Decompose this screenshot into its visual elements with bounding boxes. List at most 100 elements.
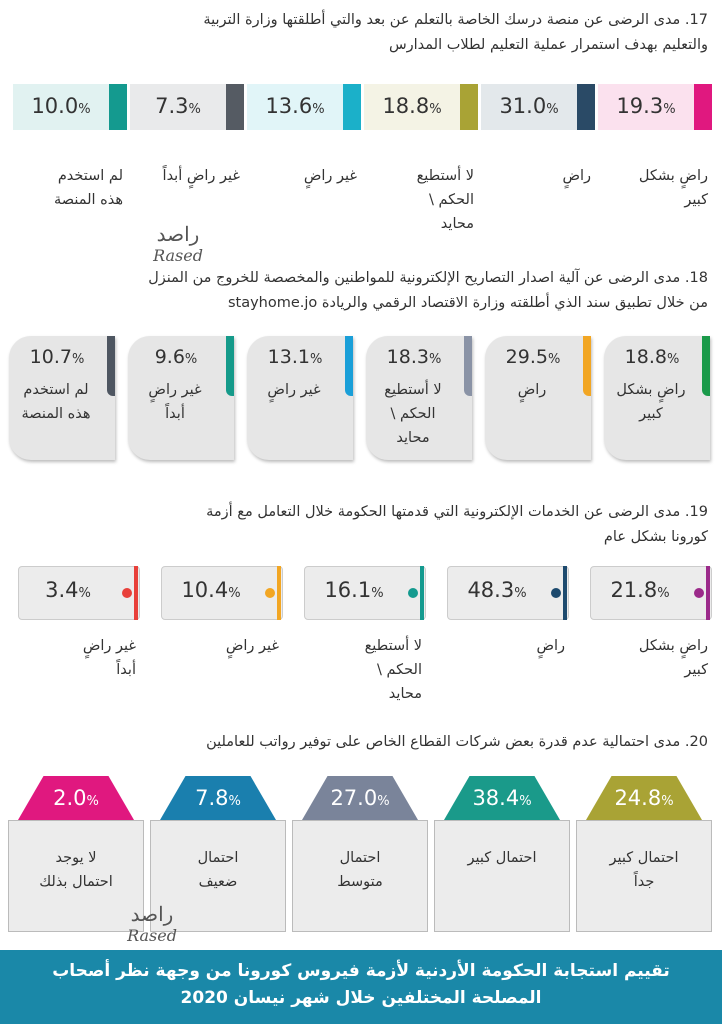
card-strip xyxy=(583,336,591,396)
segment xyxy=(598,84,712,130)
text-line: لا يوجد xyxy=(55,850,97,866)
unit: % xyxy=(86,794,99,809)
label: احتمال كبير xyxy=(434,846,570,870)
unit: % xyxy=(309,352,323,367)
text-line: هذه المنصة xyxy=(21,406,91,422)
text-line: راضٍ بشكل xyxy=(616,382,686,398)
text-line: غير راضٍ xyxy=(267,382,321,398)
box xyxy=(18,566,140,620)
box-bracket xyxy=(559,566,567,620)
value: 13.1 xyxy=(267,346,310,368)
unit: % xyxy=(663,102,676,117)
box-dot xyxy=(408,588,418,598)
percent: 10.7% xyxy=(9,346,105,368)
box-dot xyxy=(551,588,561,598)
text-line: 18. مدى الرضى عن آلية اصدار التصاريح الإ… xyxy=(148,270,708,286)
value: 7.3 xyxy=(155,94,189,118)
unit: % xyxy=(429,102,442,117)
card-strip xyxy=(107,336,115,396)
text-line: كورونا بشكل عام xyxy=(603,529,708,545)
label: لا أستطيع الحكم \ محايد xyxy=(364,164,474,236)
text-line: محايد xyxy=(440,216,474,232)
unit: % xyxy=(78,102,91,117)
segment xyxy=(364,84,478,130)
label: غير راضٍ xyxy=(161,634,279,658)
text-line: احتمال كبير xyxy=(467,850,537,866)
watermark-latin: Rased xyxy=(127,926,177,945)
segment-strip xyxy=(577,84,595,130)
card-strip xyxy=(702,336,710,396)
label: لا أستطيع الحكم \ محايد xyxy=(366,378,460,450)
unit: % xyxy=(661,794,674,809)
card xyxy=(485,336,591,460)
label: راضٍ xyxy=(485,378,579,402)
value: 2.0 xyxy=(53,786,87,810)
card xyxy=(128,336,234,460)
text-line: راضٍ xyxy=(517,382,547,398)
unit: % xyxy=(428,352,442,367)
box xyxy=(434,820,570,932)
value: 18.8 xyxy=(624,346,667,368)
percent: 2.0% xyxy=(8,786,144,810)
text-line: احتمال xyxy=(339,850,381,866)
percent: 24.8% xyxy=(576,786,712,810)
text-line: كبير xyxy=(684,192,708,208)
box xyxy=(161,566,283,620)
text-line: غير راضٍ xyxy=(303,168,357,184)
percent: 13.6% xyxy=(247,94,343,118)
text-line: والتعليم بهدف استمرار عملية التعليم لطلا… xyxy=(388,37,708,53)
segment xyxy=(13,84,127,130)
label: راضٍ بشكل كبير xyxy=(598,164,708,212)
value: 29.5 xyxy=(505,346,548,368)
value: 10.0 xyxy=(31,94,79,118)
percent: 18.8% xyxy=(604,346,700,368)
text-line: ضعيف xyxy=(198,874,238,890)
unit: % xyxy=(514,586,527,601)
percent: 9.6% xyxy=(128,346,224,368)
text-line: لم استخدم xyxy=(57,168,123,184)
segment-strip xyxy=(109,84,127,130)
percent: 21.8% xyxy=(590,578,690,602)
box-bracket xyxy=(702,566,710,620)
unit: % xyxy=(228,586,241,601)
text-line: لم استخدم xyxy=(23,382,89,398)
text-line: الحكم \ xyxy=(429,192,474,208)
label: غير راضٍ أبداً xyxy=(18,634,136,682)
segment-strip xyxy=(343,84,361,130)
percent: 27.0% xyxy=(292,786,428,810)
percent: 13.1% xyxy=(247,346,343,368)
footer: تقييم استجابة الحكومة الأردنية لأزمة فير… xyxy=(0,950,722,1024)
card-strip xyxy=(345,336,353,396)
percent: 10.0% xyxy=(13,94,109,118)
card xyxy=(366,336,472,460)
text-line: غير راضٍ xyxy=(225,638,279,654)
box xyxy=(8,820,144,932)
watermark-arabic: راصد xyxy=(130,902,174,926)
value: 3.4 xyxy=(45,578,79,602)
value: 16.1 xyxy=(324,578,372,602)
value: 18.8 xyxy=(382,94,430,118)
percent: 7.8% xyxy=(150,786,286,810)
segment xyxy=(247,84,361,130)
box xyxy=(576,820,712,932)
unit: % xyxy=(377,794,390,809)
section-title: 20. مدى احتمالية عدم قدرة بعض شركات القط… xyxy=(14,730,708,755)
value: 31.0 xyxy=(499,94,547,118)
text-line: احتمال بذلك xyxy=(39,874,113,890)
segment-strip xyxy=(694,84,712,130)
box xyxy=(292,820,428,932)
text-line: متوسط xyxy=(337,874,383,890)
text-line: احتمال كبير xyxy=(609,850,679,866)
unit: % xyxy=(547,352,561,367)
text-line: الحكم \ xyxy=(377,662,422,678)
value: 13.6 xyxy=(265,94,313,118)
text-line: محايد xyxy=(388,686,422,702)
text-line: راضٍ xyxy=(536,638,565,654)
label: غير راضٍ xyxy=(247,164,357,188)
label: لم استخدم هذه المنصة xyxy=(9,378,103,426)
text-line: راضٍ بشكل xyxy=(638,168,708,184)
value: 27.0 xyxy=(330,786,378,810)
text-line: 19. مدى الرضى عن الخدمات الإلكترونية الت… xyxy=(206,504,708,520)
text-line: غير راضٍ أبداً xyxy=(162,168,240,184)
label: راضٍ بشكل كبير xyxy=(590,634,708,682)
